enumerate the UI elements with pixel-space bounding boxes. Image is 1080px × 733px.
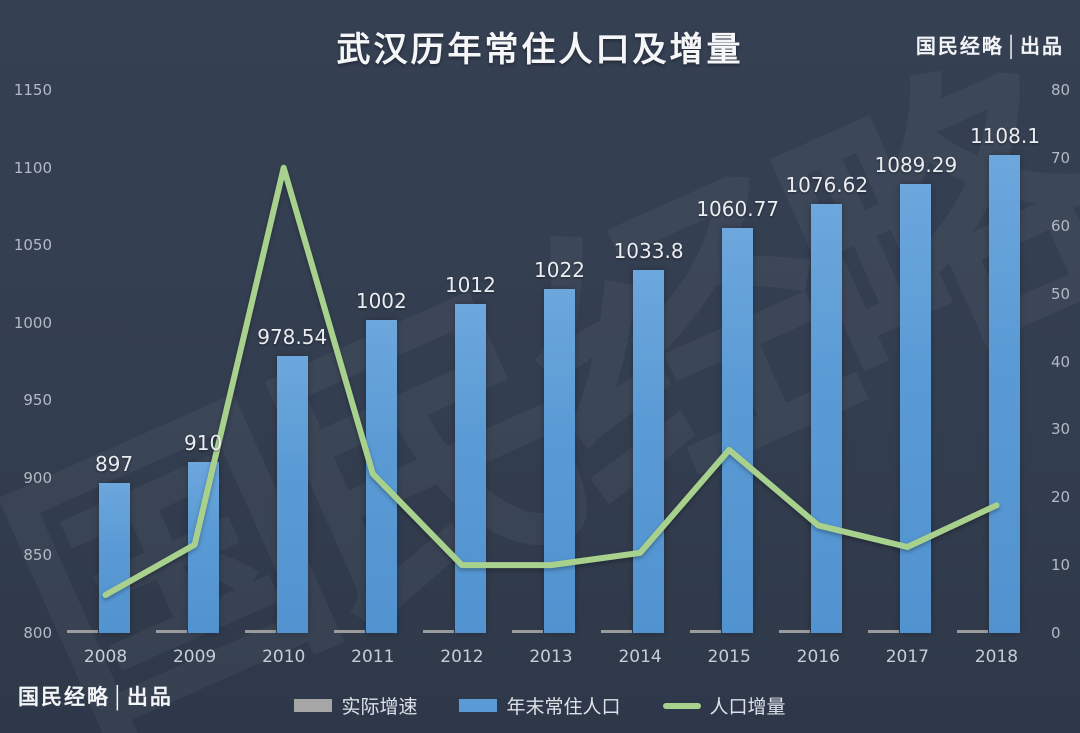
y-axis-right-tick: 50	[1051, 284, 1071, 303]
bar-value-label: 1033.8	[613, 239, 684, 264]
population-bar	[187, 462, 219, 633]
legend-label: 人口增量	[709, 696, 786, 718]
x-axis-label: 2015	[707, 647, 751, 667]
legend-label: 年末常住人口	[506, 696, 621, 718]
growth-rate-bar	[601, 630, 633, 633]
y-axis-right-tick: 10	[1051, 556, 1071, 575]
legend-label: 实际增速	[341, 696, 418, 718]
brand-logo-top-right: 国民经略│出品	[915, 36, 1064, 58]
bar-value-label: 1060.77	[696, 197, 780, 222]
y-axis-right-tick: 40	[1051, 352, 1071, 371]
population-bar	[900, 184, 932, 633]
legend-item-growth-rate: 实际增速	[294, 692, 417, 719]
population-bar	[811, 203, 843, 633]
x-axis-label: 2010	[262, 647, 306, 667]
population-bar	[633, 270, 665, 633]
brand-logo-bottom-left: 国民经略│出品	[18, 685, 173, 709]
growth-rate-bar	[957, 630, 989, 633]
y-axis-right-tick: 60	[1051, 216, 1071, 235]
population-bar	[722, 228, 754, 633]
x-axis-label: 2018	[974, 647, 1019, 667]
population-bar	[989, 155, 1021, 633]
y-axis-left-tick: 1050	[13, 236, 52, 255]
y-axis-right-tick: 0	[1051, 624, 1061, 642]
y-axis-left-tick: 1150	[13, 81, 52, 99]
growth-rate-bar	[690, 630, 722, 633]
growth-rate-bar	[244, 630, 276, 633]
y-axis-right-tick: 30	[1051, 420, 1071, 439]
growth-rate-bar	[422, 630, 454, 633]
growth-rate-bar	[66, 630, 98, 633]
y-axis-left-tick: 1100	[13, 158, 52, 177]
legend-item-increment: 人口增量	[662, 692, 786, 719]
y-axis-left-tick: 1000	[13, 313, 52, 332]
growth-rate-bar	[333, 630, 365, 633]
blue-bar-swatch-icon	[459, 699, 498, 712]
bar-value-label: 1089.29	[874, 153, 958, 178]
y-axis-left-tick: 950	[23, 391, 52, 410]
population-bar	[276, 356, 308, 633]
bar-value-label: 978.54	[257, 325, 328, 349]
y-axis-right-tick: 80	[1051, 81, 1071, 99]
growth-rate-bar	[512, 630, 543, 633]
population-bar	[98, 482, 130, 633]
growth-rate-bar	[868, 630, 900, 633]
gray-bar-swatch-icon	[294, 699, 333, 712]
growth-rate-bar	[779, 630, 811, 633]
y-axis-left-tick: 850	[23, 546, 52, 565]
legend: 实际增速 年末常住人口 人口增量	[0, 692, 1080, 719]
x-axis-label: 2017	[885, 647, 929, 667]
x-axis-label: 2009	[172, 647, 217, 667]
x-axis-label: 2013	[529, 647, 573, 667]
bar-value-label: 910	[184, 431, 223, 456]
population-bar	[544, 288, 575, 633]
x-axis-label: 2012	[440, 647, 484, 667]
population-bar	[365, 319, 397, 633]
legend-item-population: 年末常住人口	[459, 692, 621, 719]
x-axis-label: 2008	[83, 647, 128, 667]
population-bar	[454, 304, 486, 633]
y-axis-right-tick: 20	[1051, 488, 1071, 507]
y-axis-right-tick: 70	[1051, 148, 1071, 167]
x-axis-label: 2016	[796, 647, 840, 667]
y-axis-left-tick: 900	[23, 468, 52, 487]
x-axis-label: 2011	[351, 647, 395, 667]
x-axis-label: 2014	[618, 647, 662, 667]
green-line-swatch-icon	[662, 702, 701, 709]
y-axis-left-tick: 800	[23, 624, 52, 642]
chart-title: 武汉历年常住人口及增量	[336, 30, 744, 70]
bar-value-label: 1108.1	[969, 124, 1040, 148]
growth-rate-bar	[155, 630, 187, 633]
